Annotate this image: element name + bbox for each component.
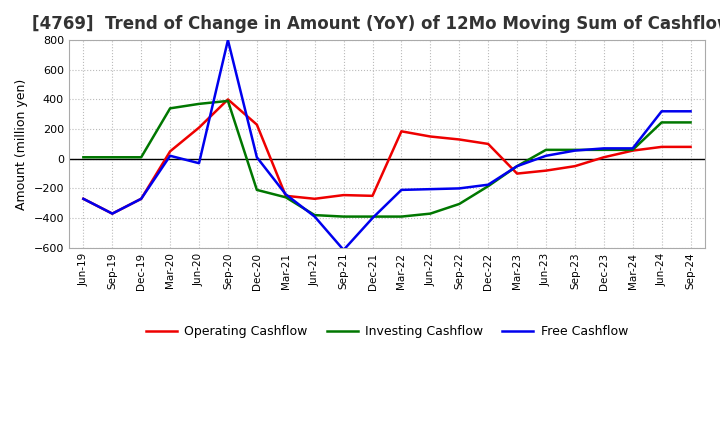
Operating Cashflow <box>513 171 521 176</box>
Free Cashflow <box>686 109 695 114</box>
Operating Cashflow <box>686 144 695 150</box>
Line: Operating Cashflow: Operating Cashflow <box>84 99 690 214</box>
Investing Cashflow <box>686 120 695 125</box>
Free Cashflow <box>224 37 233 43</box>
Free Cashflow <box>541 153 550 158</box>
Line: Free Cashflow: Free Cashflow <box>84 40 690 250</box>
Free Cashflow <box>397 187 406 193</box>
Free Cashflow <box>79 196 88 202</box>
Free Cashflow <box>108 211 117 216</box>
Operating Cashflow <box>137 196 145 202</box>
Free Cashflow <box>194 161 203 166</box>
Investing Cashflow <box>397 214 406 219</box>
Investing Cashflow <box>194 101 203 106</box>
Operating Cashflow <box>600 154 608 160</box>
Investing Cashflow <box>484 183 492 189</box>
Free Cashflow <box>570 148 579 153</box>
Operating Cashflow <box>108 211 117 216</box>
Investing Cashflow <box>600 147 608 153</box>
Investing Cashflow <box>629 147 637 153</box>
Investing Cashflow <box>310 213 319 218</box>
Operating Cashflow <box>166 149 174 154</box>
Operating Cashflow <box>368 193 377 198</box>
Free Cashflow <box>513 164 521 169</box>
Operating Cashflow <box>282 193 290 198</box>
Investing Cashflow <box>108 154 117 160</box>
Free Cashflow <box>600 146 608 151</box>
Investing Cashflow <box>368 214 377 219</box>
Operating Cashflow <box>339 192 348 198</box>
Line: Investing Cashflow: Investing Cashflow <box>84 101 690 216</box>
Investing Cashflow <box>166 106 174 111</box>
Operating Cashflow <box>484 141 492 147</box>
Free Cashflow <box>310 214 319 219</box>
Investing Cashflow <box>224 98 233 103</box>
Operating Cashflow <box>194 125 203 130</box>
Investing Cashflow <box>657 120 666 125</box>
Investing Cashflow <box>570 147 579 153</box>
Operating Cashflow <box>253 122 261 127</box>
Free Cashflow <box>253 154 261 160</box>
Operating Cashflow <box>629 148 637 153</box>
Operating Cashflow <box>455 137 464 142</box>
Investing Cashflow <box>426 211 435 216</box>
Operating Cashflow <box>541 168 550 173</box>
Operating Cashflow <box>426 134 435 139</box>
Investing Cashflow <box>541 147 550 153</box>
Free Cashflow <box>657 109 666 114</box>
Investing Cashflow <box>339 214 348 219</box>
Legend: Operating Cashflow, Investing Cashflow, Free Cashflow: Operating Cashflow, Investing Cashflow, … <box>140 320 634 344</box>
Free Cashflow <box>137 196 145 202</box>
Operating Cashflow <box>657 144 666 150</box>
Investing Cashflow <box>455 202 464 207</box>
Investing Cashflow <box>253 187 261 193</box>
Investing Cashflow <box>513 164 521 169</box>
Operating Cashflow <box>397 128 406 134</box>
Free Cashflow <box>166 153 174 158</box>
Free Cashflow <box>368 216 377 221</box>
Operating Cashflow <box>224 97 233 102</box>
Free Cashflow <box>282 192 290 197</box>
Free Cashflow <box>426 187 435 192</box>
Operating Cashflow <box>310 196 319 202</box>
Investing Cashflow <box>79 154 88 160</box>
Investing Cashflow <box>282 194 290 200</box>
Free Cashflow <box>484 182 492 187</box>
Investing Cashflow <box>137 154 145 160</box>
Operating Cashflow <box>79 196 88 202</box>
Y-axis label: Amount (million yen): Amount (million yen) <box>15 78 28 209</box>
Free Cashflow <box>339 247 348 253</box>
Free Cashflow <box>629 146 637 151</box>
Operating Cashflow <box>570 164 579 169</box>
Title: [4769]  Trend of Change in Amount (YoY) of 12Mo Moving Sum of Cashflows: [4769] Trend of Change in Amount (YoY) o… <box>32 15 720 33</box>
Free Cashflow <box>455 186 464 191</box>
